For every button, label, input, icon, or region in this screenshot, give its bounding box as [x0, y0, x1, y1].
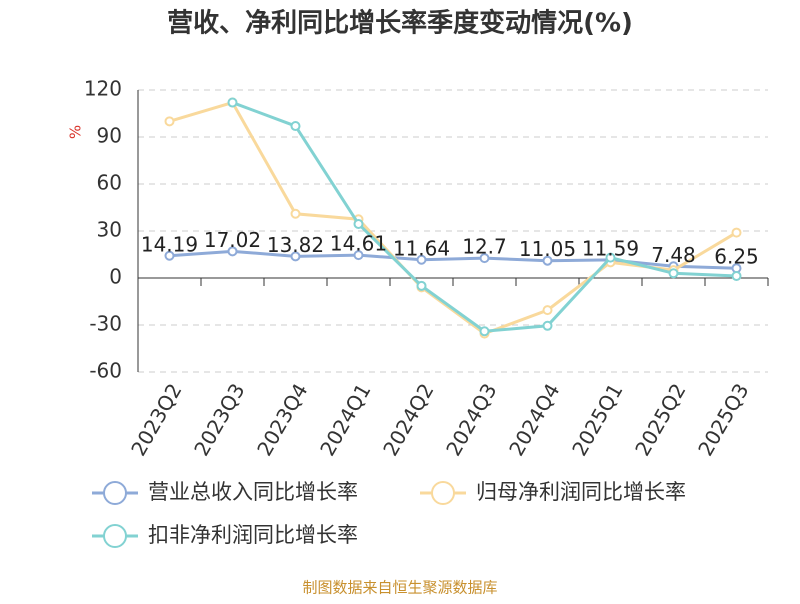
data-point: [290, 121, 301, 132]
x-tick-label: 2025Q1: [567, 379, 627, 460]
data-label: 17.02: [204, 228, 261, 252]
data-point: [479, 253, 490, 264]
data-point: [416, 254, 427, 265]
series-line: [169, 249, 737, 270]
y-tick-label: -30: [89, 312, 122, 336]
data-point: [731, 270, 742, 281]
x-tick-label: 2023Q3: [189, 379, 249, 460]
data-label: 11.64: [393, 236, 450, 260]
data-point: [353, 250, 364, 261]
y-tick-label: 60: [97, 171, 122, 195]
x-tick-label: 2024Q2: [378, 379, 438, 460]
data-point: [416, 280, 427, 291]
x-tick-label: 2024Q4: [504, 379, 564, 460]
legend-marker: [103, 481, 127, 505]
data-point: [353, 218, 364, 229]
data-point: [164, 116, 175, 127]
data-label: 12.7: [462, 235, 507, 259]
source-note: 制图数据来自恒生聚源数据库: [302, 579, 497, 597]
data-label: 7.48: [651, 243, 696, 267]
series-line: [169, 100, 738, 336]
data-label: 13.82: [267, 233, 324, 257]
chart-title: 营收、净利同比增长率季度变动情况(%): [167, 8, 633, 39]
data-point: [479, 326, 490, 337]
data-point: [542, 320, 553, 331]
y-tick-label: 120: [84, 77, 122, 101]
x-tick-label: 2025Q2: [630, 379, 690, 460]
data-point: [731, 227, 742, 238]
y-tick-label: 90: [97, 124, 122, 148]
data-point: [290, 208, 301, 219]
data-point: [227, 97, 238, 108]
data-label: 11.05: [519, 237, 576, 261]
legend-label: 营业总收入同比增长率: [148, 480, 358, 504]
data-label: 6.25: [714, 245, 759, 269]
y-tick-label: -60: [89, 359, 122, 383]
data-point: [542, 305, 553, 316]
x-tick-label: 2024Q3: [441, 379, 501, 460]
y-tick-label: 0: [109, 265, 122, 289]
y-axis-label: %: [67, 125, 85, 139]
data-point: [668, 268, 679, 279]
data-point: [605, 252, 616, 263]
x-tick-label: 2024Q1: [315, 379, 375, 460]
data-label: 11.59: [582, 236, 639, 260]
data-point: [290, 251, 301, 262]
legend-marker: [103, 524, 127, 548]
legend-label: 归母净利润同比增长率: [476, 480, 686, 504]
y-tick-label: 30: [97, 218, 122, 242]
legend-marker: [431, 481, 455, 505]
data-point: [227, 246, 238, 257]
x-tick-label: 2023Q2: [126, 379, 186, 460]
x-tick-label: 2023Q4: [252, 379, 312, 460]
data-label: 14.19: [141, 232, 198, 256]
data-point: [542, 255, 553, 266]
data-label: 14.61: [330, 232, 387, 256]
data-point: [164, 250, 175, 261]
x-tick-label: 2025Q3: [693, 379, 753, 460]
legend-label: 扣非净利润同比增长率: [148, 523, 358, 547]
